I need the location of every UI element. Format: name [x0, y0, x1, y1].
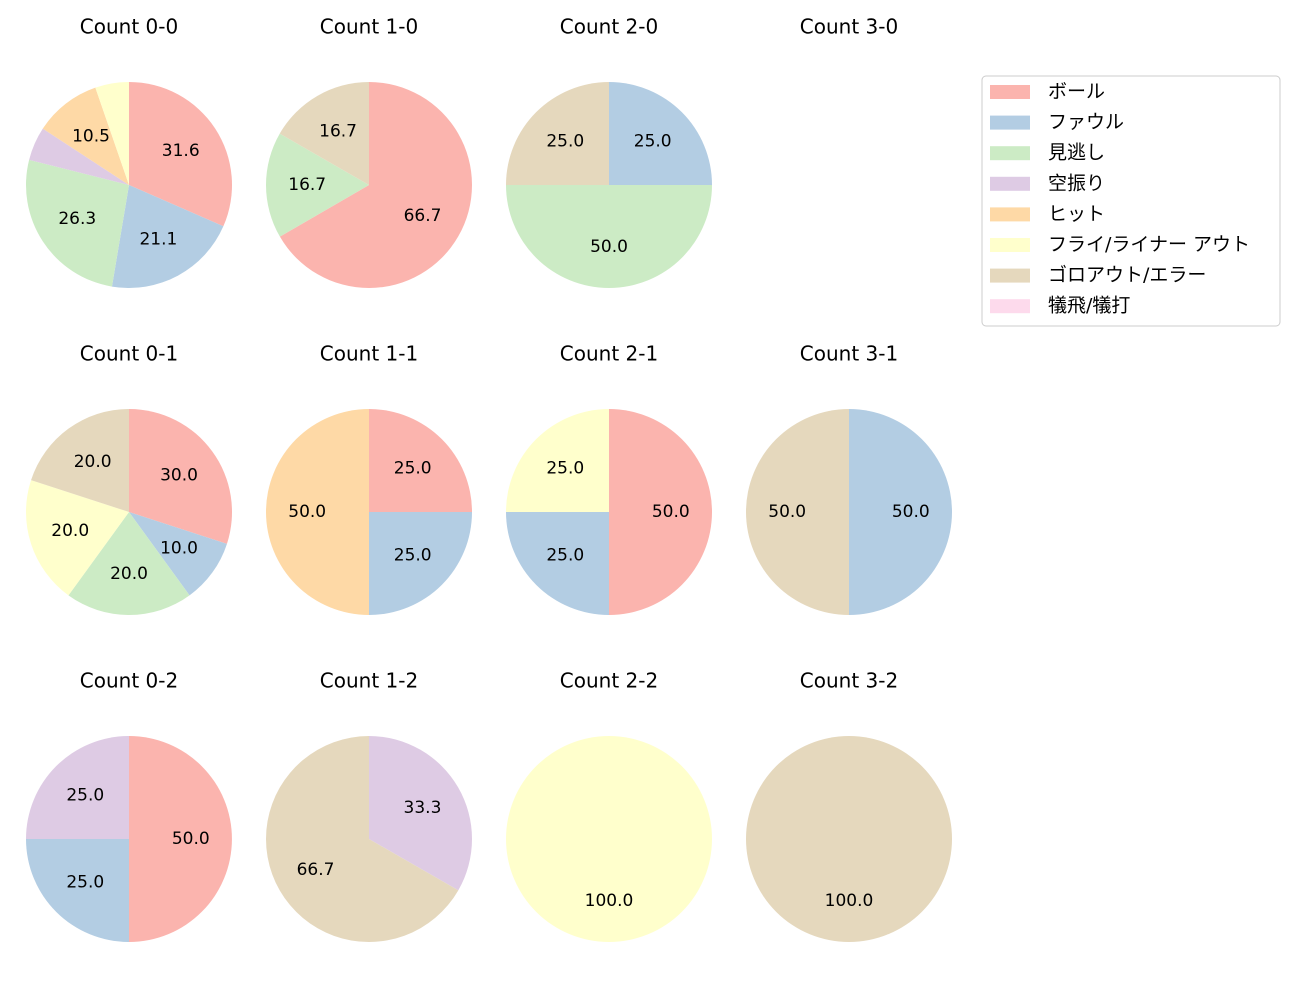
legend-label: ゴロアウト/エラー	[1048, 264, 1206, 286]
pie-slice	[506, 185, 712, 288]
pie-slice	[369, 512, 472, 615]
value-label: 50.0	[892, 502, 930, 522]
chart-title: Count 3-0	[800, 15, 898, 39]
pie-slice	[369, 736, 472, 891]
chart-title: Count 1-0	[320, 15, 418, 39]
pie-slice	[746, 409, 849, 615]
value-label: 21.1	[139, 229, 177, 249]
value-label: 25.0	[394, 458, 432, 478]
pie-slice	[25, 159, 130, 287]
chart-title: Count 2-2	[560, 669, 658, 693]
chart-title: Count 3-1	[800, 342, 898, 366]
pie-slice	[506, 409, 609, 512]
pie-slice	[29, 128, 130, 185]
pie-slice	[279, 82, 369, 185]
pie-slice	[506, 82, 609, 185]
value-label: 10.0	[160, 538, 198, 558]
value-label: 50.0	[172, 829, 210, 849]
value-label: 50.0	[652, 502, 690, 522]
legend-swatch	[990, 146, 1030, 161]
legend-swatch	[990, 85, 1030, 99]
pie-slice	[266, 409, 369, 615]
value-label: 100.0	[585, 891, 634, 911]
legend-swatch	[990, 238, 1030, 252]
pie-slice	[26, 839, 129, 942]
value-label: 50.0	[768, 502, 806, 522]
pie-slice	[849, 409, 952, 615]
value-label: 100.0	[825, 891, 874, 911]
value-label: 50.0	[590, 237, 628, 257]
legend-swatch	[990, 115, 1030, 130]
legend-box	[981, 75, 1281, 327]
legend-label: ボール	[1048, 81, 1105, 103]
pie-slice	[266, 736, 459, 943]
value-label: 31.6	[162, 141, 200, 161]
pie-slice	[609, 82, 712, 185]
value-label: 16.7	[319, 121, 357, 141]
chart-title: Count 0-1	[80, 342, 178, 366]
legend-label: 見逃し	[1048, 142, 1105, 164]
legend-swatch	[990, 207, 1030, 222]
value-label: 10.5	[72, 126, 110, 146]
chart-title: Count 1-2	[320, 669, 418, 693]
pie-slice	[369, 409, 472, 512]
chart-title: Count 2-1	[560, 342, 658, 366]
chart-title: Count 2-0	[560, 15, 658, 39]
pie-slice	[506, 736, 712, 942]
value-label: 25.0	[66, 873, 104, 893]
chart-title: Count 0-2	[80, 669, 178, 693]
value-label: 25.0	[634, 131, 672, 151]
pie-slice	[279, 82, 472, 288]
legend-label: ファウル	[1048, 111, 1124, 133]
value-label: 20.0	[74, 452, 112, 472]
value-label: 20.0	[110, 564, 148, 584]
legend-swatch	[990, 268, 1030, 283]
pie-slice	[506, 512, 609, 615]
value-label: 25.0	[66, 785, 104, 805]
legend-swatch	[990, 299, 1030, 314]
legend-swatch	[990, 176, 1030, 191]
value-label: 20.0	[51, 521, 89, 541]
pie-slice	[609, 409, 712, 615]
pie-slice	[129, 82, 232, 227]
legend-label: ヒット	[1048, 203, 1105, 225]
pie-slice	[129, 736, 232, 942]
pie-slice	[42, 87, 130, 185]
pie-slice	[68, 512, 190, 615]
chart-title: Count 0-0	[80, 15, 178, 39]
legend-label: フライ/ライナー アウト	[1048, 234, 1250, 256]
pie-slice	[111, 185, 224, 288]
pie-slice	[129, 512, 227, 596]
legend-label: 空振り	[1048, 172, 1105, 194]
value-label: 30.0	[160, 466, 198, 486]
value-label: 50.0	[288, 502, 326, 522]
value-label: 25.0	[546, 546, 584, 566]
value-label: 66.7	[404, 206, 442, 226]
chart-title: Count 3-2	[800, 669, 898, 693]
value-label: 16.7	[288, 175, 326, 195]
value-label: 25.0	[394, 546, 432, 566]
pie-slice	[26, 480, 129, 596]
pie-slice	[129, 409, 232, 544]
chart-title: Count 1-1	[320, 342, 418, 366]
value-label: 33.3	[404, 798, 442, 818]
pie-slice	[26, 736, 129, 839]
value-label: 26.3	[58, 209, 96, 229]
legend-label: 犠飛/犠打	[1048, 295, 1130, 317]
pie-slice	[746, 736, 952, 942]
value-label: 66.7	[297, 860, 335, 880]
pie-slice	[95, 82, 129, 185]
pie-slice	[31, 409, 129, 512]
value-label: 25.0	[546, 458, 584, 478]
pie-slice	[266, 133, 369, 237]
value-label: 25.0	[546, 131, 584, 151]
